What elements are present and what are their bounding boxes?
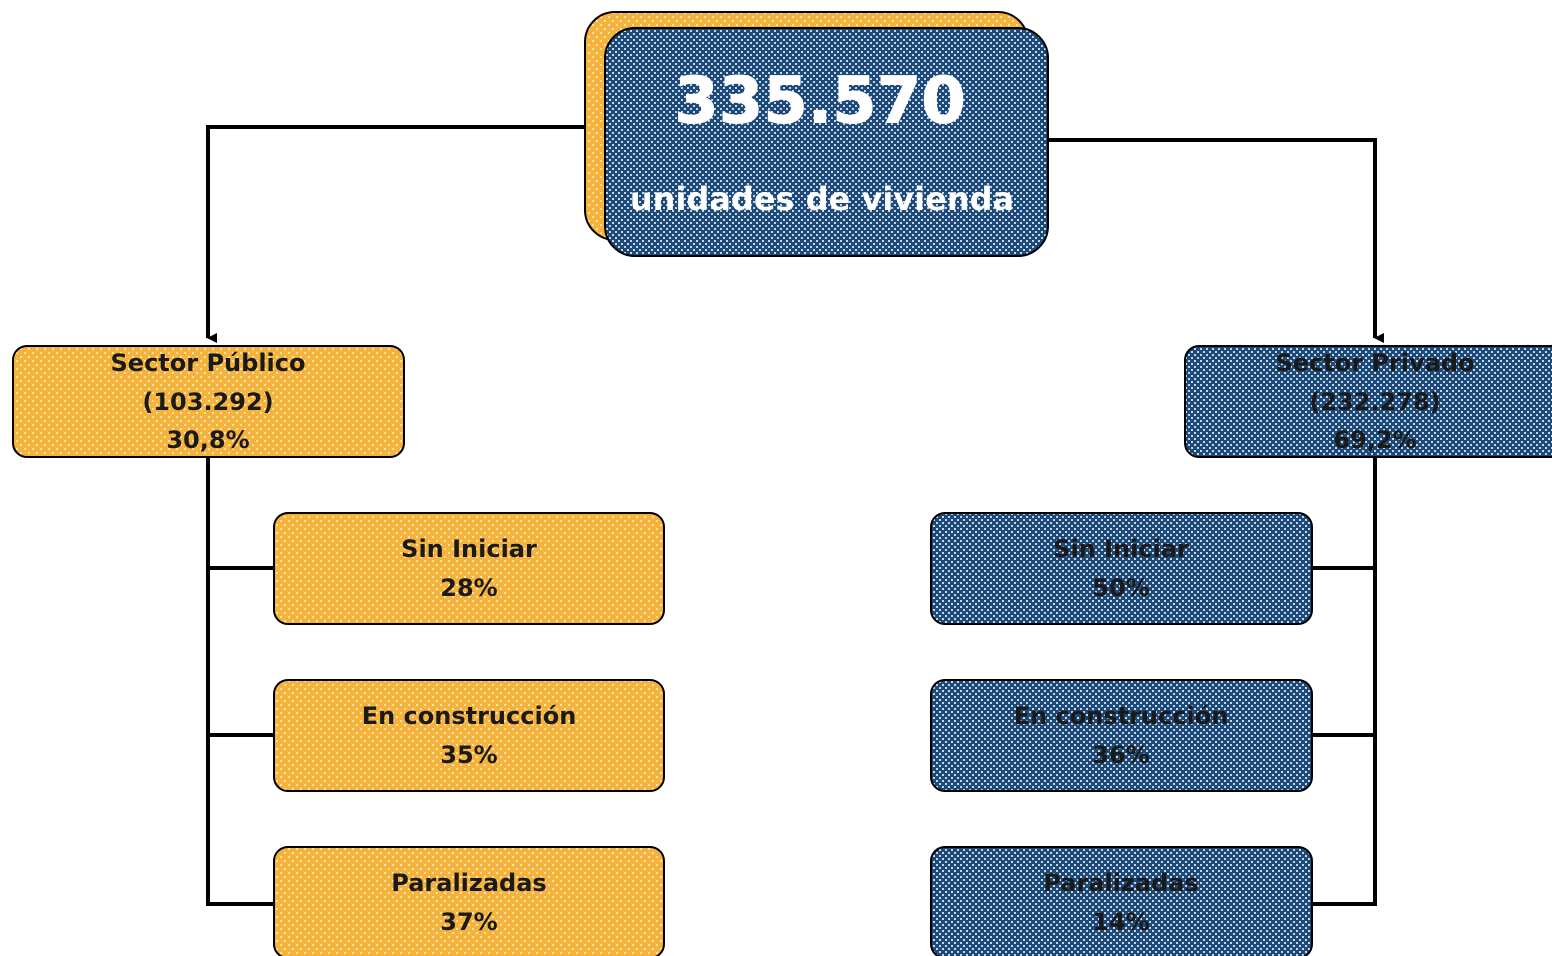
connector <box>1312 457 1377 906</box>
sector-share: 69,2% <box>1333 426 1416 454</box>
status-box <box>930 512 1313 625</box>
status-share: 14% <box>1092 908 1149 936</box>
sector-box <box>12 345 405 458</box>
connector <box>206 457 274 906</box>
status-label: En construcción <box>1014 702 1229 730</box>
connector <box>1048 138 1384 343</box>
root-value: 335.570 <box>674 65 966 139</box>
status-label: Paralizadas <box>1043 869 1198 897</box>
status-box <box>273 512 665 625</box>
root-box <box>604 27 1049 257</box>
status-box <box>930 846 1313 956</box>
sector-box <box>1184 345 1552 458</box>
status-label: Sin Iniciar <box>401 535 537 563</box>
sector-count: (103.292) <box>142 388 273 416</box>
sector-title: Sector Privado <box>1275 349 1474 377</box>
connector <box>206 125 585 343</box>
status-label: Paralizadas <box>391 869 546 897</box>
status-share: 35% <box>440 741 497 769</box>
sector-count: (232.278) <box>1309 388 1440 416</box>
status-box <box>273 679 665 792</box>
status-share: 37% <box>440 908 497 936</box>
status-share: 50% <box>1092 574 1149 602</box>
sector-share: 30,8% <box>166 426 249 454</box>
status-label: Sin Iniciar <box>1053 535 1189 563</box>
status-share: 36% <box>1092 741 1149 769</box>
status-label: En construcción <box>362 702 577 730</box>
status-share: 28% <box>440 574 497 602</box>
sector-title: Sector Público <box>111 349 306 377</box>
status-box <box>930 679 1313 792</box>
status-box <box>273 846 665 956</box>
root-label: unidades de vivienda <box>630 180 1014 218</box>
